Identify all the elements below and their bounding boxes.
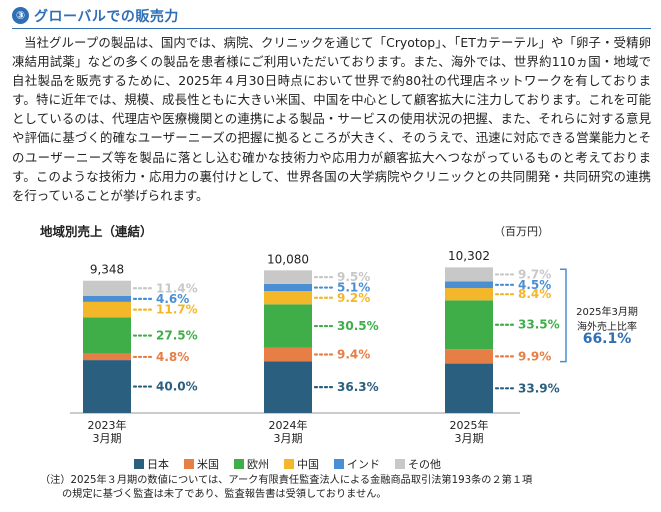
bar-segment-インド-2 (445, 281, 493, 289)
data-label: 5.1% (337, 281, 370, 295)
chart-svg: 40.0%4.8%27.5%11.7%4.6%11.4%9,3482023年3月… (70, 249, 567, 445)
legend-label: 米国 (197, 458, 219, 471)
category-label: 2025年 (450, 418, 489, 432)
data-label: 9.9% (518, 349, 551, 363)
legend-label: 日本 (147, 458, 169, 471)
data-label: 40.0% (156, 380, 198, 394)
legend-swatch (234, 459, 244, 469)
data-label: 36.3% (337, 380, 379, 394)
legend-label: インド (347, 458, 380, 471)
bar-segment-欧州-1 (264, 304, 312, 348)
section-number-badge: ③ (12, 7, 29, 24)
data-label: 11.7% (156, 303, 198, 317)
footnote: （注）2025年３月期の数値については、アーク有限責任監査法人による金融商品取引… (40, 474, 640, 502)
legend-item: 日本 (134, 456, 169, 472)
category-label: 2024年 (269, 418, 308, 432)
bar-segment-欧州-0 (83, 317, 131, 354)
category-label: 3月期 (93, 432, 122, 445)
legend-item: 中国 (284, 456, 319, 472)
bar-segment-日本-2 (445, 363, 493, 413)
bar-segment-米国-0 (83, 353, 131, 361)
chart-legend: 日本 米国 欧州 中国 インド その他 (134, 456, 456, 472)
data-label: 4.5% (518, 278, 551, 292)
bar-segment-その他-2 (445, 267, 493, 282)
bar-segment-日本-1 (264, 361, 312, 413)
legend-item: 米国 (184, 456, 219, 472)
body-paragraph: 当社グループの製品は、国内では、病院、クリニックを通じて「Cryotop」、「E… (12, 35, 651, 203)
legend-item: 欧州 (234, 456, 269, 472)
legend-swatch (395, 459, 405, 469)
legend-swatch (134, 459, 144, 469)
total-label: 10,302 (448, 249, 490, 263)
category-label: 3月期 (455, 432, 484, 445)
bar-segment-その他-0 (83, 280, 131, 296)
bracket-label-ratio: 海外売上比率 (577, 322, 637, 333)
legend-item: その他 (395, 456, 441, 472)
bar-segment-欧州-2 (445, 300, 493, 350)
legend-swatch (184, 459, 194, 469)
data-label: 9.4% (337, 348, 370, 362)
bar-segment-中国-1 (264, 291, 312, 305)
legend-item: インド (334, 456, 380, 472)
legend-swatch (334, 459, 344, 469)
footnote-line-1: （注）2025年３月期の数値については、アーク有限責任監査法人による金融商品取引… (40, 475, 533, 486)
data-label: 27.5% (156, 329, 198, 343)
total-label: 9,348 (90, 263, 124, 277)
data-label: 9.2% (337, 291, 370, 305)
bracket-value: 66.1% (582, 331, 632, 347)
legend-label: 中国 (297, 458, 319, 471)
data-label: 11.4% (156, 281, 198, 295)
data-label: 9.5% (337, 270, 370, 284)
data-label: 33.5% (518, 318, 560, 332)
bar-segment-日本-0 (83, 360, 131, 413)
bar-segment-インド-0 (83, 295, 131, 302)
total-label: 10,080 (267, 252, 309, 266)
data-label: 33.9% (518, 381, 560, 395)
data-label: 30.5% (337, 319, 379, 333)
category-label: 3月期 (274, 432, 303, 445)
legend-label: その他 (408, 458, 441, 471)
data-label: 9.7% (518, 267, 551, 281)
chart-unit: （百万円） (494, 225, 549, 238)
footnote-line-2: の規定に基づく監査は未了であり、監査報告書は受領しておりません。 (62, 489, 387, 500)
data-label: 8.4% (518, 287, 551, 301)
bar-segment-中国-0 (83, 301, 131, 318)
overseas-ratio-bracket (560, 268, 567, 363)
chart-title: 地域別売上（連結） (40, 224, 153, 239)
data-label: 4.6% (156, 292, 189, 306)
data-label: 4.8% (156, 350, 189, 364)
category-label: 2023年 (88, 418, 127, 432)
regional-sales-chart: 地域別売上（連結） （百万円） 40.0% 4.8% 27.5% 11.7% 4.6% 1… (0, 215, 661, 512)
bar-segment-インド-1 (264, 283, 312, 292)
bar-segment-米国-1 (264, 347, 312, 362)
bar-segment-中国-2 (445, 288, 493, 301)
section-header: ③ グローバルでの販売力 (12, 6, 651, 29)
legend-swatch (284, 459, 294, 469)
bracket-label-year: 2025年3月期 (576, 307, 638, 318)
section-title: グローバルでの販売力 (34, 9, 179, 25)
legend-label: 欧州 (247, 458, 269, 471)
bar-segment-その他-1 (264, 270, 312, 284)
bar-segment-米国-2 (445, 349, 493, 364)
